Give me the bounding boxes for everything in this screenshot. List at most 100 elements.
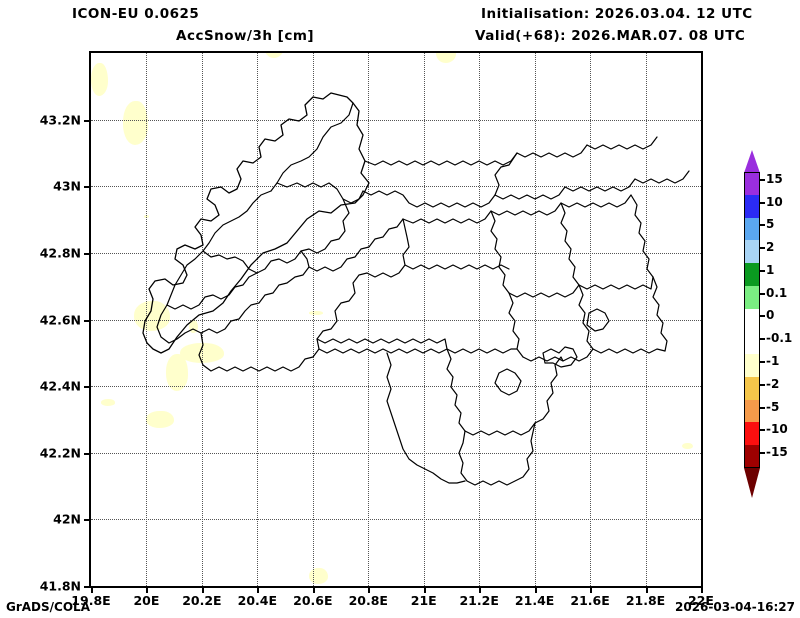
- colorbar-tick-label: -10: [766, 422, 788, 437]
- x-tick-label: 21E: [410, 593, 437, 608]
- x-tick: [590, 588, 593, 593]
- header-variable-label: AccSnow/3h [cm]: [176, 28, 315, 44]
- y-tick-label: 43.2N: [39, 112, 81, 128]
- snow-patch: [165, 354, 189, 392]
- snow-patch: [681, 442, 693, 450]
- y-tick-label: 42.4N: [39, 378, 81, 394]
- snow-patch: [264, 53, 284, 58]
- colorbar-tick-label: 15: [766, 171, 783, 186]
- y-tick: [84, 519, 89, 522]
- x-tick: [645, 588, 648, 593]
- header-valid-label: Valid(+68): 2026.MAR.07. 08 UTC: [475, 28, 746, 44]
- gridline-horizontal: [91, 386, 701, 388]
- colorbar-tick-label: 2: [766, 240, 775, 255]
- colorbar-tick: [760, 269, 765, 272]
- x-tick: [312, 588, 315, 593]
- y-tick-label: 41.8N: [39, 578, 81, 594]
- x-tick: [91, 588, 93, 593]
- x-tick-label: 21.4E: [514, 593, 555, 608]
- y-tick: [84, 119, 89, 122]
- snow-patch: [308, 311, 323, 315]
- colorbar-tick: [760, 247, 765, 250]
- gridline-horizontal: [91, 119, 701, 121]
- x-tick-label: 20.6E: [293, 593, 333, 608]
- x-tick: [534, 588, 537, 593]
- x-tick-label: 20E: [133, 593, 160, 608]
- render-timestamp-label: 2026-03-04-16:27: [675, 600, 795, 614]
- y-tick-label: 42N: [53, 511, 81, 527]
- x-tick: [257, 588, 260, 593]
- colorbar-tick-label: -2: [766, 376, 780, 391]
- colorbar-band: [744, 308, 760, 332]
- x-tick-label: 19.8E: [71, 593, 111, 608]
- colorbar-tick: [760, 201, 765, 204]
- x-tick-label: 21.2E: [459, 593, 499, 608]
- colorbar-band: [744, 354, 760, 377]
- colorbar-band: [744, 376, 760, 400]
- gridline-horizontal: [91, 252, 701, 254]
- header-initialisation-label: Initialisation: 2026.03.04. 12 UTC: [481, 6, 753, 22]
- x-tick: [201, 588, 204, 593]
- colorbar-tick: [760, 452, 765, 455]
- colorbar-tick: [760, 315, 765, 318]
- snow-patch: [179, 342, 225, 363]
- colorbar-tick: [760, 360, 765, 363]
- y-tick: [84, 386, 89, 389]
- snow-patch: [122, 101, 148, 145]
- snow-patch: [189, 319, 198, 333]
- header-model-label: ICON-EU 0.0625: [72, 6, 200, 22]
- x-tick-label: 20.2E: [182, 593, 222, 608]
- y-tick: [84, 252, 89, 255]
- y-tick-label: 42.2N: [39, 445, 81, 461]
- snow-patch: [91, 62, 108, 97]
- x-tick: [479, 588, 482, 593]
- colorbar-tick-label: -15: [766, 445, 788, 460]
- colorbar-tick: [760, 224, 765, 227]
- gridline-horizontal: [91, 186, 701, 188]
- map-plot-area: [89, 51, 703, 588]
- snow-patch: [100, 399, 115, 407]
- y-tick: [84, 586, 89, 588]
- gridline-horizontal: [91, 519, 701, 521]
- y-tick: [84, 319, 89, 322]
- colorbar-tick: [760, 383, 765, 386]
- snow-patch: [436, 53, 456, 63]
- colorbar-band: [744, 172, 760, 195]
- snow-patch: [143, 214, 150, 218]
- snow-patch: [146, 411, 175, 428]
- colorbar-tick-label: -5: [766, 399, 780, 414]
- colorbar-tick-label: 0: [766, 308, 775, 323]
- colorbar-tick: [760, 429, 765, 432]
- kosovo-municipality-boundaries: [142, 92, 690, 486]
- colorbar[interactable]: [744, 172, 760, 468]
- x-tick-label: 22E: [688, 593, 714, 608]
- colorbar-band: [744, 422, 760, 446]
- colorbar-tick-label: 5: [766, 217, 775, 232]
- x-tick: [146, 588, 149, 593]
- colorbar-bottom-arrow-cap: [744, 468, 760, 498]
- x-tick: [423, 588, 426, 593]
- colorbar-tick-label: 1: [766, 262, 775, 277]
- colorbar-band: [744, 217, 760, 241]
- gridline-horizontal: [91, 319, 701, 321]
- x-tick-label: 21.6E: [570, 593, 610, 608]
- colorbar-band: [744, 240, 760, 264]
- x-tick-label: 20.4E: [237, 593, 278, 608]
- colorbar-band: [744, 285, 760, 309]
- y-tick: [84, 452, 89, 455]
- colorbar-tick-label: -0.1: [766, 331, 793, 346]
- colorbar-tick: [760, 406, 765, 409]
- y-tick-label: 43N: [53, 178, 81, 194]
- colorbar-tick-label: 0.1: [766, 285, 788, 300]
- colorbar-band: [744, 399, 760, 423]
- y-tick-label: 42.6N: [39, 312, 81, 327]
- colorbar-band: [744, 263, 760, 286]
- colorbar-tick: [760, 338, 765, 341]
- gridline-horizontal: [91, 452, 701, 454]
- colorbar-tick-label: 10: [766, 194, 783, 209]
- colorbar-band: [744, 194, 760, 218]
- colorbar-tick: [760, 178, 765, 181]
- y-tick: [84, 186, 89, 189]
- x-tick-label: 20.8E: [348, 593, 388, 608]
- colorbar-tick: [760, 292, 765, 295]
